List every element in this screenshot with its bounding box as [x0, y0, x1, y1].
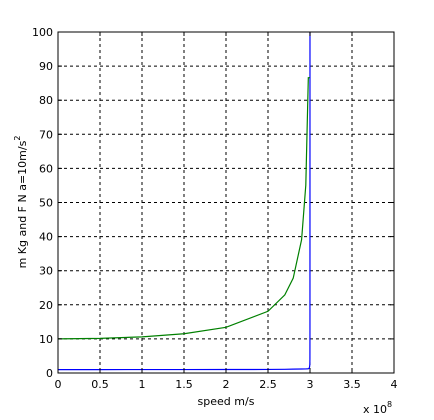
x-tick-label: 2 — [223, 378, 230, 391]
x-tick-label: 0 — [55, 378, 62, 391]
y-tick-label: 40 — [39, 231, 53, 244]
y-tick-label: 20 — [39, 299, 53, 312]
y-tick-label: 70 — [39, 128, 53, 141]
y-tick-label: 0 — [46, 367, 53, 380]
x-tick-label: 3.5 — [343, 378, 361, 391]
y-tick-label: 90 — [39, 60, 53, 73]
x-tick-label: 4 — [391, 378, 398, 391]
y-tick-label: 100 — [32, 26, 53, 39]
x-tick-label: 2.5 — [259, 378, 277, 391]
x-tick-label: 1.5 — [175, 378, 193, 391]
x-axis-label: speed m/s — [198, 395, 255, 408]
x-multiplier-base: x 10 — [363, 403, 387, 416]
x-axis-multiplier: x 108 — [363, 400, 392, 416]
y-axis-label: m Kg and F N a=10m/s2 — [13, 136, 29, 269]
y-tick-label: 80 — [39, 94, 53, 107]
series-group — [57, 31, 311, 371]
series-line-2 — [57, 77, 310, 340]
y-tick-label: 10 — [39, 333, 53, 346]
x-tick-label: 3 — [307, 378, 314, 391]
x-tick-label: 0.5 — [91, 378, 109, 391]
y-label-main: m Kg and F N a=10m/s — [16, 140, 29, 268]
y-tick-label: 60 — [39, 162, 53, 175]
y-tick-label: 50 — [39, 197, 53, 210]
y-label-superscript: 2 — [13, 136, 22, 141]
series-line-1 — [58, 31, 311, 371]
x-tick-label: 1 — [139, 378, 146, 391]
x-multiplier-exponent: 8 — [387, 400, 392, 409]
grid — [58, 32, 394, 373]
y-tick-label: 30 — [39, 265, 53, 278]
